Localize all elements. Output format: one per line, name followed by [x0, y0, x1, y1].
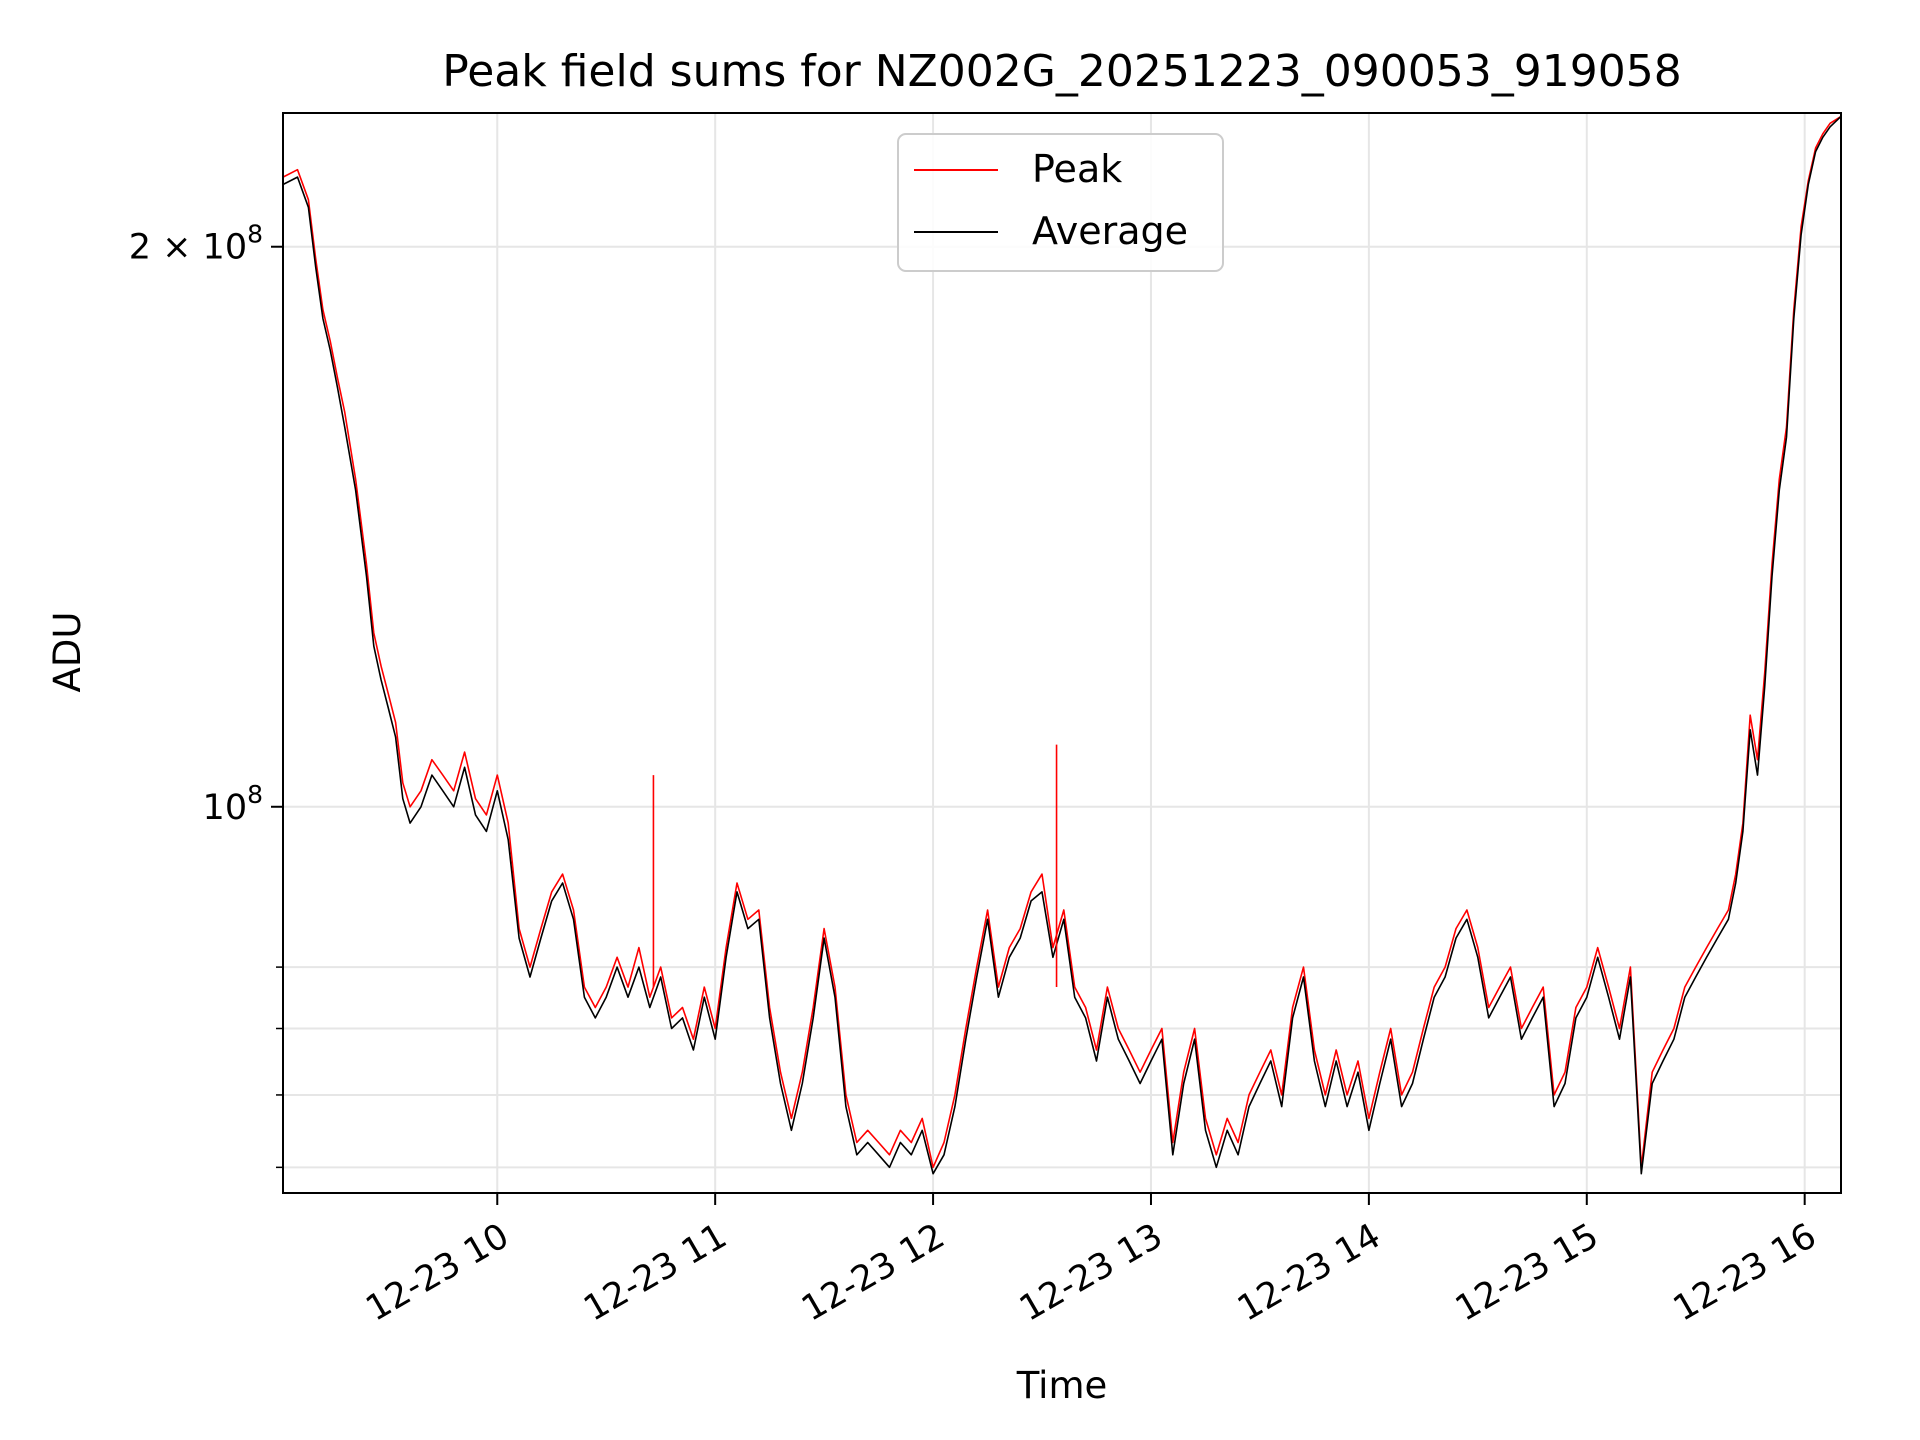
x-axis-label: Time	[1016, 1364, 1108, 1407]
legend: Peak Average	[897, 133, 1224, 272]
y-tick-base: 10	[203, 788, 248, 828]
chart-title: Peak field sums for NZ002G_20251223_0900…	[442, 46, 1681, 97]
series-line-peak	[282, 115, 1842, 1169]
legend-box	[897, 133, 1224, 272]
y-tick-label: 108	[203, 780, 263, 828]
series-lines	[282, 115, 1842, 1175]
grid	[283, 113, 1841, 1193]
y-axis-label: ADU	[46, 612, 89, 693]
y-tick-base: 10	[203, 228, 248, 268]
y-tick-exponent: 8	[247, 220, 263, 249]
plot-frame	[282, 112, 1842, 1194]
y-tick-multiplier: 2 ×	[129, 228, 203, 268]
legend-label-peak: Peak	[1032, 147, 1122, 191]
legend-label-average: Average	[1032, 209, 1188, 253]
y-tick-exponent: 8	[247, 780, 263, 809]
y-tick-label: 2 × 108	[129, 220, 263, 268]
series-line-average	[282, 115, 1842, 1175]
